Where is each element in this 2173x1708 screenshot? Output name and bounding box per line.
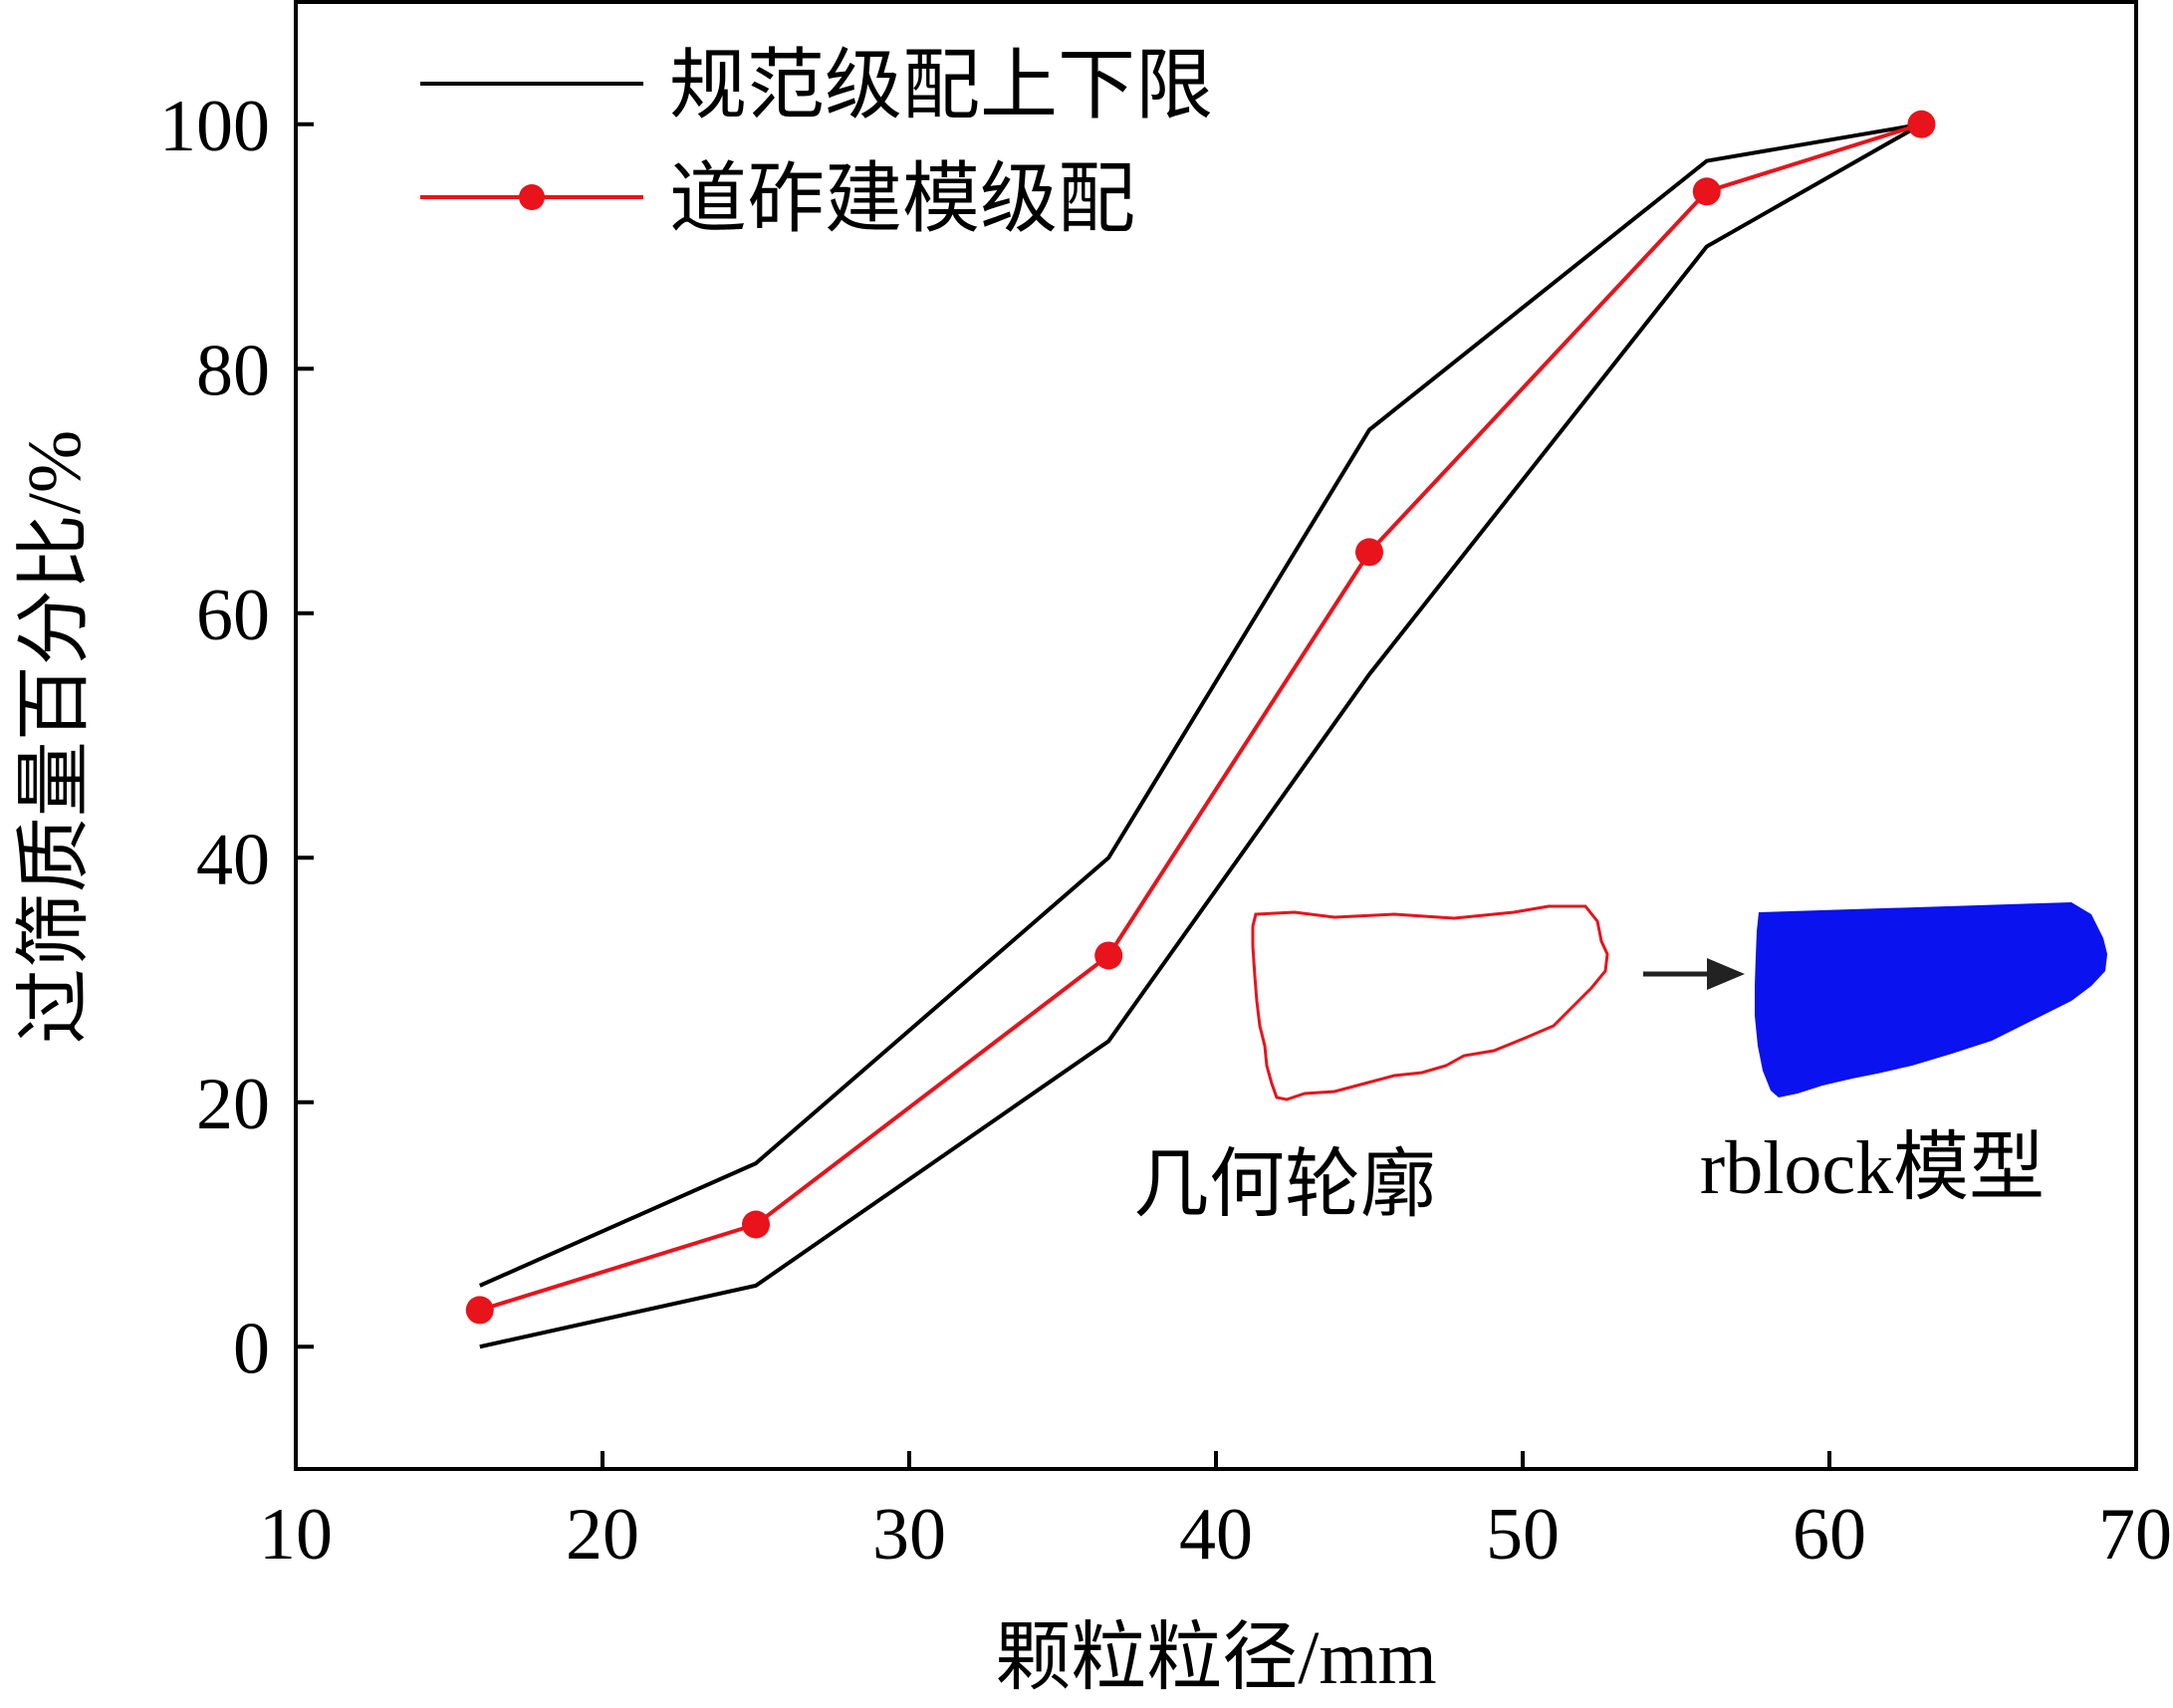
data-point-model [1692,177,1721,206]
data-point-model [1907,110,1936,138]
y-axis-title: 过筛质量百分比/% [13,430,97,1044]
contour-label: 几何轮廓 [1133,1143,1436,1227]
legend: 规范级配上下限 道砟建模级配 [420,42,1213,242]
plot-frame [294,0,2138,1471]
data-point-model [1094,941,1123,970]
rblock-model-shape [1755,902,2107,1098]
data-point-model [742,1210,770,1239]
legend-marker-model [519,184,545,210]
series-lines [465,110,1936,1349]
arrow-head-icon [1707,958,1745,990]
legend-label-bounds: 规范级配上下限 [669,42,1213,128]
y-tick-label: 40 [196,819,270,900]
geometric-contour-shape [1251,904,1609,1101]
series-line-model [479,122,1922,1313]
x-tick-label: 20 [566,1494,639,1576]
series-line-upper [478,122,1922,1288]
x-tick-label: 60 [1793,1494,1866,1576]
x-tick-label: 50 [1486,1494,1560,1576]
axis-ticks: 10 20 30 40 50 60 70 0 20 40 60 80 100 [159,86,2172,1576]
x-tick-label: 30 [872,1494,946,1576]
x-tick-label: 10 [259,1494,333,1576]
y-tick-label: 20 [196,1064,270,1145]
x-axis-title: 颗粒粒径/mm [995,1616,1436,1700]
y-tick-label: 60 [196,575,270,656]
x-tick-label: 40 [1179,1494,1253,1576]
inset-illustration: 几何轮廓 rblock模型 [1133,902,2107,1227]
model-label: rblock模型 [1700,1126,2045,1210]
y-tick-label: 100 [159,86,270,167]
y-tick-label: 80 [196,330,270,411]
data-point-model [465,1296,494,1325]
data-point-model [1355,538,1383,567]
series-line-lower [479,122,1923,1349]
x-tick-label: 70 [2098,1494,2172,1576]
legend-label-model: 道砟建模级配 [669,155,1135,242]
y-tick-label: 0 [233,1308,270,1389]
